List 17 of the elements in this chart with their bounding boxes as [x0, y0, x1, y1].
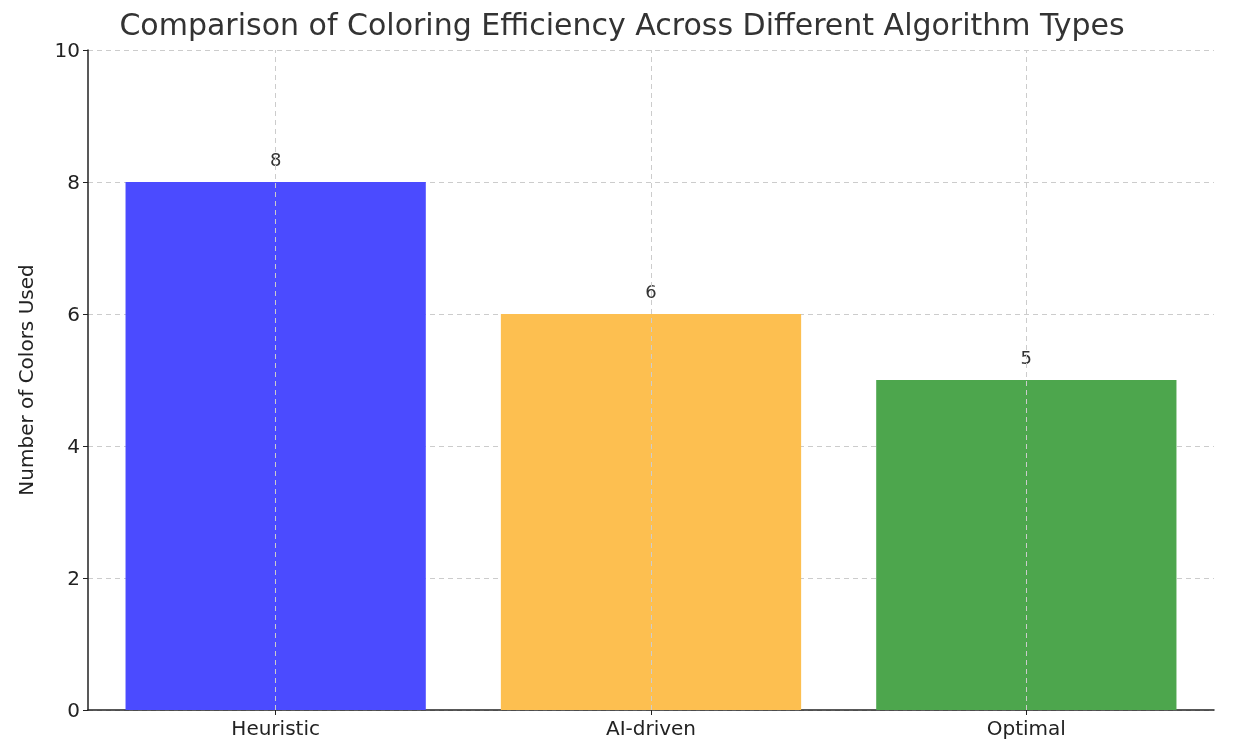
bar — [125, 182, 426, 710]
chart-title: Comparison of Coloring Efficiency Across Different Algorithm Types — [119, 6, 1125, 42]
x-tick-label: Optimal — [986, 716, 1066, 740]
y-axis-title: Number of Colors Used — [14, 264, 38, 496]
x-tick-label: Heuristic — [231, 716, 320, 740]
y-tick-label: 10 — [54, 38, 80, 62]
y-tick-label: 6 — [67, 302, 80, 326]
data-label: 8 — [269, 148, 282, 170]
bar — [876, 380, 1177, 710]
x-tick-label: AI-driven — [605, 716, 697, 740]
y-tick-label: 0 — [67, 698, 80, 722]
data-label: 6 — [645, 280, 657, 302]
y-tick-label: 2 — [67, 566, 80, 590]
data-label: 5 — [1020, 346, 1033, 368]
bar — [500, 314, 802, 710]
y-tick-label: 8 — [67, 170, 80, 194]
y-tick-label: 4 — [67, 434, 80, 458]
